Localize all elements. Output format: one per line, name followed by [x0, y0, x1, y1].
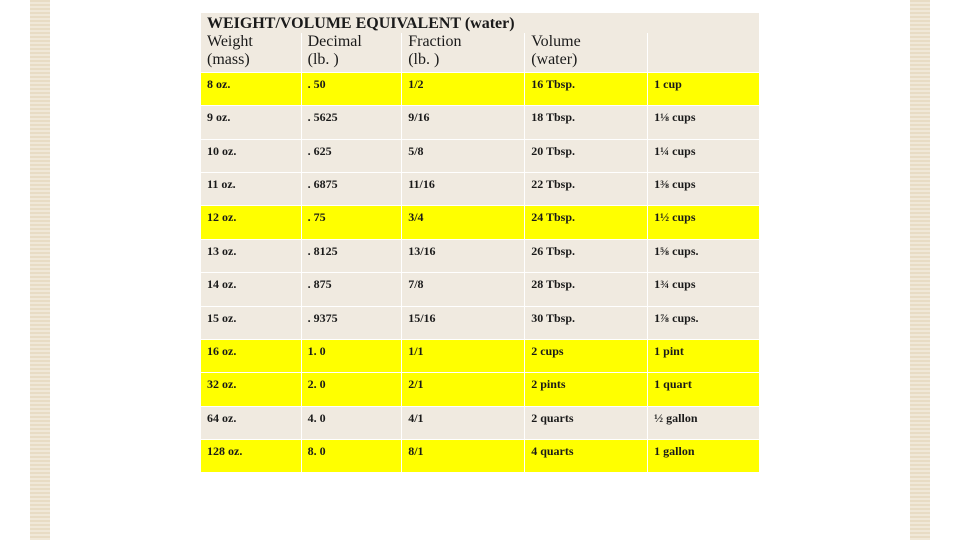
table-cell: 15 oz.	[201, 306, 302, 339]
table-cell: 5/8	[402, 139, 525, 172]
table-cell: 4/1	[402, 406, 525, 439]
col-header-weight: Weight (mass)	[201, 33, 302, 72]
conversion-table: WEIGHT/VOLUME EQUIVALENT (water) Weight …	[200, 12, 760, 473]
table-cell: 1⅝ cups.	[648, 239, 760, 272]
col-header-line2: (lb. )	[408, 51, 439, 68]
table-cell: 3/4	[402, 206, 525, 239]
table-cell: 9 oz.	[201, 106, 302, 139]
table-cell: 1⅞ cups.	[648, 306, 760, 339]
table-cell: ½ gallon	[648, 406, 760, 439]
table-title: WEIGHT/VOLUME EQUIVALENT (water)	[201, 13, 760, 34]
table-row: 14 oz.. 8757/828 Tbsp.1¾ cups	[201, 273, 760, 306]
table-cell: 16 oz.	[201, 339, 302, 372]
table-cell: 1¾ cups	[648, 273, 760, 306]
table-cell: 18 Tbsp.	[525, 106, 648, 139]
table-row: 12 oz.. 753/424 Tbsp.1½ cups	[201, 206, 760, 239]
table-cell: 1/2	[402, 72, 525, 105]
table-cell: 11 oz.	[201, 172, 302, 205]
table-cell: 22 Tbsp.	[525, 172, 648, 205]
col-header-line2: (mass)	[207, 51, 250, 68]
table-body: 8 oz.. 501/216 Tbsp.1 cup9 oz.. 56259/16…	[201, 72, 760, 473]
conversion-table-container: WEIGHT/VOLUME EQUIVALENT (water) Weight …	[200, 12, 760, 473]
table-cell: 1/1	[402, 339, 525, 372]
col-header-line1: Fraction	[408, 33, 461, 50]
table-row: 10 oz.. 6255/820 Tbsp.1¼ cups	[201, 139, 760, 172]
table-cell: 2. 0	[301, 373, 402, 406]
table-title-row: WEIGHT/VOLUME EQUIVALENT (water)	[201, 13, 760, 34]
col-header-line1: Volume	[531, 33, 580, 50]
table-cell: 1⅜ cups	[648, 172, 760, 205]
table-cell: 12 oz.	[201, 206, 302, 239]
table-cell: 4 quarts	[525, 440, 648, 473]
table-cell: 1¼ cups	[648, 139, 760, 172]
table-cell: 13 oz.	[201, 239, 302, 272]
col-header-decimal: Decimal (lb. )	[301, 33, 402, 72]
table-cell: 20 Tbsp.	[525, 139, 648, 172]
table-row: 13 oz.. 812513/1626 Tbsp.1⅝ cups.	[201, 239, 760, 272]
table-cell: 15/16	[402, 306, 525, 339]
col-header-line1: Weight	[207, 33, 253, 50]
table-cell: 1 gallon	[648, 440, 760, 473]
table-row: 8 oz.. 501/216 Tbsp.1 cup	[201, 72, 760, 105]
col-header-line1: Decimal	[308, 33, 362, 50]
table-cell: 4. 0	[301, 406, 402, 439]
table-cell: 9/16	[402, 106, 525, 139]
table-cell: 32 oz.	[201, 373, 302, 406]
table-cell: 2 pints	[525, 373, 648, 406]
table-row: 16 oz.1. 01/12 cups1 pint	[201, 339, 760, 372]
table-cell: 26 Tbsp.	[525, 239, 648, 272]
table-cell: 1⅛ cups	[648, 106, 760, 139]
table-cell: 28 Tbsp.	[525, 273, 648, 306]
table-cell: 2 quarts	[525, 406, 648, 439]
table-cell: . 5625	[301, 106, 402, 139]
decorative-border-right	[910, 0, 930, 540]
col-header-line2: (water)	[531, 51, 577, 68]
table-cell: . 875	[301, 273, 402, 306]
table-cell: 13/16	[402, 239, 525, 272]
table-row: 9 oz.. 56259/1618 Tbsp.1⅛ cups	[201, 106, 760, 139]
table-row: 128 oz.8. 08/14 quarts1 gallon	[201, 440, 760, 473]
table-cell: 7/8	[402, 273, 525, 306]
table-cell: 8 oz.	[201, 72, 302, 105]
table-row: 32 oz.2. 02/12 pints1 quart	[201, 373, 760, 406]
table-cell: 64 oz.	[201, 406, 302, 439]
col-header-extra	[648, 33, 760, 72]
table-cell: 8. 0	[301, 440, 402, 473]
table-cell: 16 Tbsp.	[525, 72, 648, 105]
table-cell: . 9375	[301, 306, 402, 339]
table-cell: 14 oz.	[201, 273, 302, 306]
table-cell: 1 pint	[648, 339, 760, 372]
decorative-border-left	[30, 0, 50, 540]
table-cell: 8/1	[402, 440, 525, 473]
table-cell: 1 quart	[648, 373, 760, 406]
table-cell: . 50	[301, 72, 402, 105]
table-cell: . 75	[301, 206, 402, 239]
table-header-row: Weight (mass) Decimal (lb. ) Fraction (l…	[201, 33, 760, 72]
table-row: 11 oz.. 687511/1622 Tbsp.1⅜ cups	[201, 172, 760, 205]
table-row: 15 oz.. 937515/1630 Tbsp.1⅞ cups.	[201, 306, 760, 339]
table-cell: 1. 0	[301, 339, 402, 372]
table-cell: 2 cups	[525, 339, 648, 372]
table-cell: 128 oz.	[201, 440, 302, 473]
table-cell: 11/16	[402, 172, 525, 205]
table-cell: . 6875	[301, 172, 402, 205]
table-cell: 2/1	[402, 373, 525, 406]
table-cell: 1 cup	[648, 72, 760, 105]
col-header-fraction: Fraction (lb. )	[402, 33, 525, 72]
table-cell: 24 Tbsp.	[525, 206, 648, 239]
col-header-volume: Volume (water)	[525, 33, 648, 72]
table-cell: . 625	[301, 139, 402, 172]
table-cell: 1½ cups	[648, 206, 760, 239]
table-cell: . 8125	[301, 239, 402, 272]
table-cell: 10 oz.	[201, 139, 302, 172]
table-cell: 30 Tbsp.	[525, 306, 648, 339]
col-header-line2: (lb. )	[308, 51, 339, 68]
table-row: 64 oz.4. 04/12 quarts½ gallon	[201, 406, 760, 439]
